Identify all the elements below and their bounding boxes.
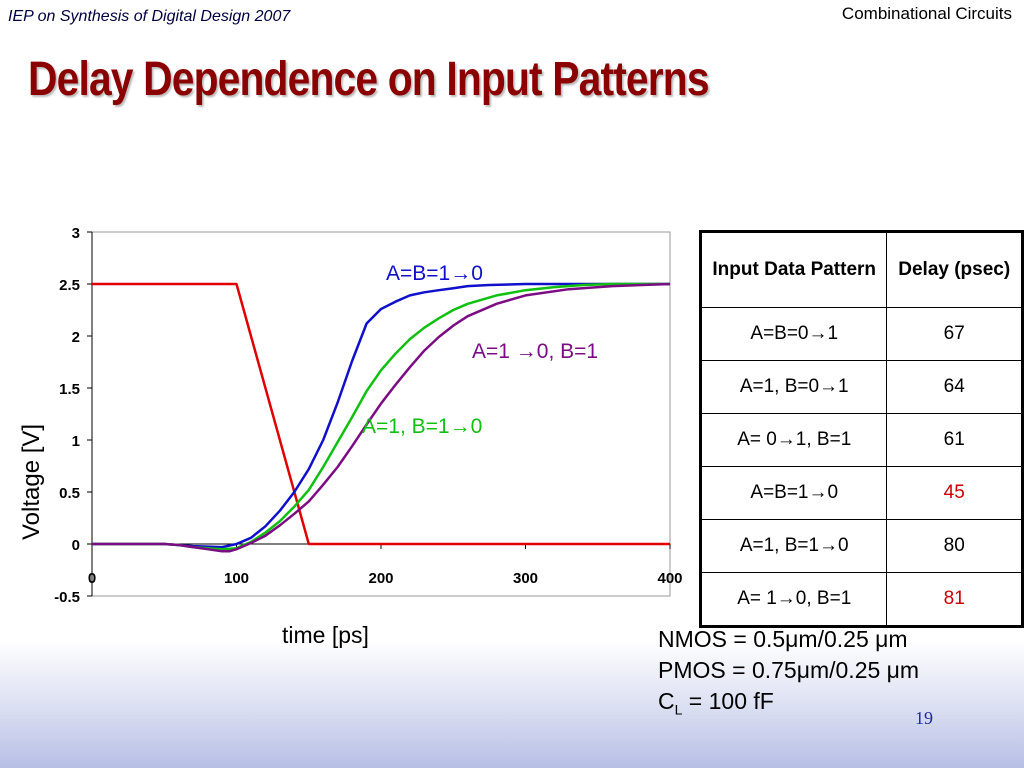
delay-table: Input Data Pattern Delay (psec) A=B=0→1 6… — [699, 230, 1024, 628]
table-header-pattern: Input Data Pattern — [699, 231, 888, 308]
delay-cell: 64 — [886, 360, 1023, 414]
pattern-cell: A= 1→0, B=1 — [699, 572, 888, 627]
y-tick-label: 2.5 — [59, 277, 80, 294]
x-axis-label: time [ps] — [282, 622, 369, 648]
y-axis-label: Voltage [V] — [18, 423, 45, 540]
plot-frame — [91, 231, 671, 597]
x-tick-label: 200 — [368, 570, 393, 587]
series-line-a-fall — [92, 282, 671, 553]
pmos-size: PMOS = 0.75μm/0.25 μm — [658, 657, 920, 683]
y-tick-label: 0.5 — [59, 485, 80, 502]
table-row: A=B=1→0 45 — [699, 466, 1023, 520]
y-tick-label: 0 — [72, 537, 80, 554]
series-line-ab-fall — [92, 282, 670, 549]
y-tick-label: 1.5 — [59, 381, 80, 398]
pattern-cell: A=B=1→0 — [699, 466, 888, 520]
x-tick-label: 100 — [224, 570, 249, 587]
table-row: A= 1→0, B=1 81 — [699, 572, 1023, 627]
series-annotation: A=B=1→0 — [386, 262, 483, 285]
y-tick-label: 3 — [72, 225, 80, 242]
series-annotation: A=1, B=1→0 — [362, 415, 482, 438]
header-section-title: Combinational Circuits — [841, 4, 1012, 23]
pattern-cell: A=B=0→1 — [699, 307, 888, 361]
y-tick-label: 2 — [72, 329, 80, 346]
pattern-cell: A=1, B=0→1 — [699, 360, 888, 414]
header-course-title: IEP on Synthesis of Digital Design 2007 — [8, 8, 291, 25]
delay-cell: 61 — [886, 413, 1023, 467]
x-tick-label: 400 — [657, 570, 682, 587]
delay-cell: 81 — [886, 572, 1023, 627]
y-tick-label: 1 — [72, 433, 80, 450]
series-line-b-fall — [92, 282, 670, 551]
nmos-size: NMOS = 0.5μm/0.25 μm — [658, 626, 908, 652]
series-annotation: A=1 →0, B=1 — [472, 340, 598, 363]
table-header-delay: Delay (psec) — [886, 231, 1023, 308]
table-row: A=B=0→1 67 — [699, 307, 1023, 361]
delay-cell: 80 — [886, 519, 1023, 573]
delay-cell: 45 — [886, 466, 1023, 520]
input-waveform — [92, 282, 670, 546]
x-tick-label: 300 — [513, 570, 538, 587]
table-row: A=1, B=1→0 80 — [699, 519, 1023, 573]
y-tick-label: -0.5 — [54, 589, 80, 606]
table-row: A=1, B=0→1 64 — [699, 360, 1023, 414]
table-row: A= 0→1, B=1 61 — [699, 413, 1023, 467]
voltage-time-chart: 3 2.5 2 1.5 1 0.5 0 -0.5 0 100 200 300 400 A=B=1→0 A=1… — [54, 225, 682, 606]
slide-title: Delay Dependence on Input Patterns — [28, 53, 710, 106]
load-capacitance: CL = 100 fF — [658, 688, 774, 718]
page-number: 19 — [915, 708, 933, 728]
delay-cell: 67 — [886, 307, 1023, 361]
transistor-params: NMOS = 0.5μm/0.25 μm PMOS = 0.75μm/0.25 … — [658, 624, 919, 726]
x-tick-label: 0 — [88, 570, 96, 587]
pattern-cell: A= 0→1, B=1 — [699, 413, 888, 467]
pattern-cell: A=1, B=1→0 — [699, 519, 888, 573]
